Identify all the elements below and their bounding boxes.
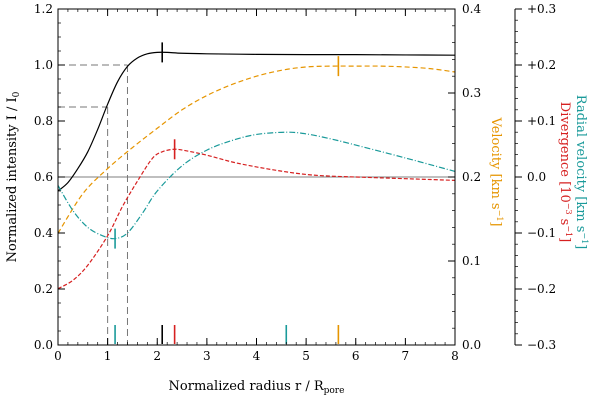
radial-velocity-axis-title: Radial velocity [km s xyxy=(573,95,588,233)
y-axis-left-title-sub: 0 xyxy=(12,91,22,97)
y-left-tick-label: 0.6 xyxy=(34,170,53,184)
series-normalized-intensity-line xyxy=(57,51,456,192)
x-tick-label: 1 xyxy=(104,349,112,363)
y-right1-tick-label: 0.2 xyxy=(462,170,481,184)
y-right2-tick-label: −0.3 xyxy=(527,338,556,352)
y-right2-tick-label: −0.1 xyxy=(527,226,556,240)
divergence-axis-title-exp: −3 xyxy=(564,203,573,215)
y-axis-right1-title: Velocity [km s−1] xyxy=(488,117,504,227)
radial-velocity-axis-title-close: ] xyxy=(573,244,588,249)
x-axis-title: Normalized radius r / Rpore xyxy=(169,379,345,396)
divergence-axis-title: Divergence [10−3 s−1] xyxy=(557,102,573,242)
x-tick-label: 4 xyxy=(253,349,261,363)
velocity-axis-title-exp: −1 xyxy=(495,210,504,222)
series-radial-velocity-line xyxy=(57,131,456,240)
y-right1-tick-label: 0.1 xyxy=(462,254,481,268)
y-axis-right2-title: Radial velocity [km s−1] xyxy=(573,95,589,249)
x-tick-label: 3 xyxy=(203,349,211,363)
divergence-axis-title-exp2: −1 xyxy=(564,225,573,237)
y-left-tick-label: 0.8 xyxy=(34,114,53,128)
y-right2-tick-label: 0.0 xyxy=(527,170,546,184)
divergence-axis-title-close: ] xyxy=(557,237,572,242)
y-right2-tick-label: +0.3 xyxy=(527,2,556,16)
radial-velocity-axis-title-exp: −1 xyxy=(580,232,589,244)
x-tick-label: 2 xyxy=(153,349,161,363)
y-axis-left-title-main: Normalized intensity I / I xyxy=(5,97,20,262)
x-tick-label: 8 xyxy=(451,349,459,363)
x-axis-title-sub: pore xyxy=(324,386,345,396)
velocity-axis-title: Velocity [km s xyxy=(488,117,503,210)
x-tick-label: 0 xyxy=(54,349,62,363)
y-right1-tick-label: 0.4 xyxy=(462,2,481,16)
series-layer xyxy=(57,51,456,290)
y-right1-tick-label: 0.0 xyxy=(462,338,481,352)
x-tick-label: 7 xyxy=(402,349,410,363)
x-tick-label: 6 xyxy=(352,349,360,363)
y-left-tick-label: 0.0 xyxy=(34,338,53,352)
y-right2-tick-label: +0.1 xyxy=(527,114,556,128)
velocity-axis-title-close: ] xyxy=(488,221,503,226)
y-left-tick-label: 1.0 xyxy=(34,58,53,72)
y-axis-left-title: Normalized intensity I / I0 xyxy=(5,91,22,262)
axes: 0 1 2 3 4 5 6 7 80.00.20.40.60.81.01.20.00.10.20… xyxy=(34,2,556,363)
y-left-tick-label: 0.2 xyxy=(34,282,53,296)
y-left-tick-label: 0.4 xyxy=(34,226,53,240)
divergence-axis-title-main: Divergence [10 xyxy=(557,102,572,203)
reference-lines xyxy=(58,64,455,345)
series-velocity-line xyxy=(57,65,456,234)
y-right1-tick-label: 0.3 xyxy=(462,86,481,100)
x-tick-label: 5 xyxy=(302,349,310,363)
y-left-tick-label: 1.2 xyxy=(34,2,53,16)
series-divergence-line xyxy=(57,148,456,290)
x-axis-title-main: Normalized radius r / R xyxy=(169,379,325,394)
divergence-axis-title-unit: s xyxy=(557,215,572,226)
y-right2-tick-label: −0.2 xyxy=(527,282,556,296)
y-right2-tick-label: +0.2 xyxy=(527,58,556,72)
marker-layer xyxy=(114,42,340,344)
